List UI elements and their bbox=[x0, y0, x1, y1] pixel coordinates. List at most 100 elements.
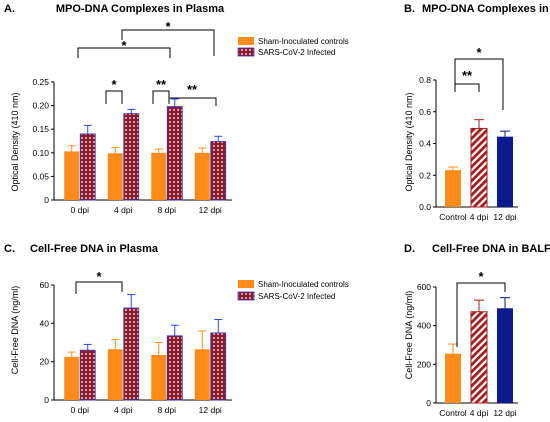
y-tick-label: 0.8 bbox=[419, 75, 431, 85]
x-tick-label: 4 dpi bbox=[470, 212, 489, 222]
sig-label-a3: * bbox=[111, 77, 117, 92]
legend-sars-label: SARS-CoV-2 Infected bbox=[258, 48, 335, 57]
sig-bracket-b2 bbox=[454, 83, 480, 92]
panel-a-legend: Sham-Inoculated controls SARS-CoV-2 Infe… bbox=[237, 37, 349, 57]
sig-bracket-a1 bbox=[77, 47, 171, 58]
y-tick-label: 20 bbox=[40, 357, 50, 367]
sig-bracket-a5 bbox=[169, 97, 217, 106]
bar-sham bbox=[64, 356, 80, 400]
sig-bracket-d1 bbox=[456, 282, 506, 347]
panel-d-title: Cell-Free DNA in BALF bbox=[432, 243, 550, 255]
panel-c-significance: * bbox=[75, 269, 123, 294]
bar-sars bbox=[166, 335, 183, 401]
sig-bracket-a3 bbox=[105, 90, 123, 104]
panel-d-label: D. bbox=[404, 243, 415, 255]
bar-sham bbox=[151, 354, 167, 400]
x-tick-label: Control bbox=[439, 408, 467, 418]
x-tick-label: 0 dpi bbox=[71, 205, 90, 215]
y-tick-label: 0.20 bbox=[32, 101, 49, 111]
legend-sham-swatch bbox=[238, 37, 254, 45]
panel-b-title: MPO-DNA Complexes in BALF bbox=[422, 3, 550, 15]
x-tick-label: 8 dpi bbox=[158, 205, 177, 215]
y-tick-label: 60 bbox=[40, 280, 50, 290]
sig-label-a5: ** bbox=[187, 82, 198, 97]
y-tick-label: 0 bbox=[44, 395, 49, 405]
panel-a: A. MPO-DNA Complexes in Plasma Optical D… bbox=[4, 3, 349, 215]
x-tick-label: 12 dpi bbox=[199, 405, 222, 415]
y-tick-label: 400 bbox=[417, 321, 431, 331]
bar-4-dpi bbox=[470, 127, 488, 208]
panel-b-significance: * ** bbox=[454, 45, 504, 110]
legend-sham-swatch-c bbox=[238, 280, 254, 288]
panel-d-y-axis-label: Cell-Free DNA (ng/ml) bbox=[404, 291, 414, 380]
legend-sars-swatch-c bbox=[237, 291, 255, 301]
panel-b-y-axis-label: Optical Density (410 nm) bbox=[404, 92, 414, 191]
bar-sham bbox=[194, 349, 210, 400]
y-tick-label: 0.0 bbox=[419, 202, 431, 212]
sig-bracket-b1 bbox=[454, 58, 504, 110]
bar-12-dpi bbox=[497, 308, 513, 403]
panel-b: B. MPO-DNA Complexes in BALF Optical Den… bbox=[404, 3, 550, 222]
y-tick-label: 0.05 bbox=[32, 171, 49, 181]
sig-bracket-a4 bbox=[152, 90, 170, 104]
legend-sham-label-c: Sham-Inoculated controls bbox=[258, 280, 349, 289]
sig-label-d1: * bbox=[478, 269, 484, 284]
panel-c-y-axis-label: Cell-Free DNA (ng/ml) bbox=[10, 286, 20, 375]
y-tick-label: 0 bbox=[426, 398, 431, 408]
sig-label-c1: * bbox=[96, 269, 102, 284]
panel-d: D. Cell-Free DNA in BALF Cell-Free DNA (… bbox=[404, 243, 550, 418]
x-tick-label: 4 dpi bbox=[470, 408, 489, 418]
legend-sham-label: Sham-Inoculated controls bbox=[258, 37, 349, 46]
panel-a-y-axis-label: Optical Density (410 nm) bbox=[10, 92, 20, 191]
bar-sham bbox=[151, 152, 167, 200]
bar-sars bbox=[79, 349, 96, 401]
panel-c: C. Cell-Free DNA in Plasma Cell-Free DNA… bbox=[4, 243, 349, 415]
bar-4-dpi bbox=[470, 311, 488, 404]
bar-12-dpi bbox=[497, 136, 513, 207]
y-tick-label: 40 bbox=[40, 318, 50, 328]
panel-a-label: A. bbox=[4, 3, 15, 15]
x-tick-label: 8 dpi bbox=[158, 405, 177, 415]
x-tick-label: 4 dpi bbox=[114, 405, 133, 415]
bar-sars bbox=[123, 307, 140, 401]
sig-label-a2: * bbox=[165, 19, 171, 34]
panel-b-label: B. bbox=[404, 3, 415, 15]
panel-a-title: MPO-DNA Complexes in Plasma bbox=[56, 3, 225, 15]
x-tick-label: Control bbox=[439, 212, 467, 222]
x-tick-label: 12 dpi bbox=[199, 205, 222, 215]
sig-label-b2: ** bbox=[462, 68, 473, 83]
x-tick-label: 12 dpi bbox=[493, 212, 516, 222]
y-tick-label: 0.6 bbox=[419, 107, 431, 117]
y-tick-label: 600 bbox=[417, 282, 431, 292]
panel-d-significance: * bbox=[456, 269, 506, 347]
x-tick-label: 4 dpi bbox=[114, 205, 133, 215]
y-tick-label: 200 bbox=[417, 359, 431, 369]
legend-sars-label-c: SARS-CoV-2 Infected bbox=[258, 292, 335, 301]
panel-c-label: C. bbox=[4, 243, 15, 255]
bar-sham bbox=[194, 152, 210, 200]
x-tick-label: 0 dpi bbox=[71, 405, 90, 415]
bar-sars bbox=[79, 133, 96, 201]
legend-sars-swatch bbox=[237, 47, 255, 57]
y-tick-label: 0.2 bbox=[419, 170, 431, 180]
y-tick-label: 0 bbox=[44, 195, 49, 205]
y-tick-label: 0.15 bbox=[32, 124, 49, 134]
bar-control bbox=[445, 353, 461, 403]
panel-c-legend: Sham-Inoculated controls SARS-CoV-2 Infe… bbox=[237, 280, 349, 301]
y-tick-label: 0.4 bbox=[419, 139, 431, 149]
panel-a-significance: * * * ** ** bbox=[77, 19, 217, 106]
sig-label-a1: * bbox=[121, 38, 127, 53]
y-tick-label: 0.25 bbox=[32, 77, 49, 87]
bar-sham bbox=[64, 151, 80, 200]
bar-sham bbox=[107, 153, 123, 200]
bar-control bbox=[445, 170, 461, 207]
bar-sars bbox=[210, 332, 227, 401]
sig-bracket-a2 bbox=[121, 29, 215, 56]
panel-c-title: Cell-Free DNA in Plasma bbox=[30, 243, 159, 255]
sig-bracket-c1 bbox=[75, 281, 123, 294]
panel-d-plot: 0 200 400 600 Control 4 dpi 12 dpi bbox=[417, 282, 518, 418]
bar-sars bbox=[166, 106, 183, 201]
panel-b-plot: 0.0 0.2 0.4 0.6 0.8 Control 4 dpi 12 dpi bbox=[419, 75, 518, 222]
bar-sham bbox=[107, 349, 123, 400]
